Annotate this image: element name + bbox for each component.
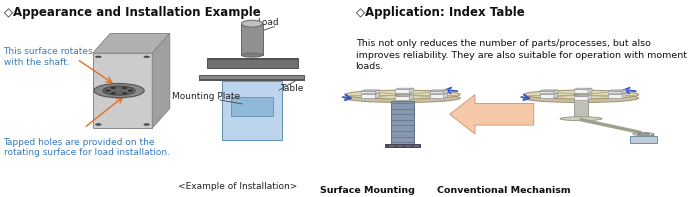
Polygon shape — [574, 88, 592, 89]
Polygon shape — [410, 88, 414, 93]
Bar — [206, 59, 298, 68]
Ellipse shape — [633, 133, 654, 136]
Circle shape — [574, 93, 588, 97]
Polygon shape — [622, 93, 626, 98]
Polygon shape — [153, 33, 169, 128]
Text: Table: Table — [280, 84, 303, 93]
Circle shape — [395, 93, 409, 97]
Bar — [574, 89, 588, 93]
Polygon shape — [554, 93, 558, 98]
Circle shape — [111, 93, 116, 94]
Polygon shape — [395, 95, 414, 96]
Circle shape — [128, 90, 132, 91]
Text: Tapped holes are provided on the
rotating surface for load installation.: Tapped holes are provided on the rotatin… — [4, 138, 169, 157]
Text: Surface Mounting: Surface Mounting — [320, 186, 415, 195]
Circle shape — [122, 93, 127, 94]
Polygon shape — [361, 90, 379, 91]
Circle shape — [95, 56, 101, 58]
Polygon shape — [375, 93, 379, 98]
Bar — [223, 81, 281, 140]
Bar — [385, 144, 420, 147]
Bar — [231, 97, 273, 116]
Text: This surface rotates
with the shaft.: This surface rotates with the shaft. — [4, 47, 93, 67]
Bar — [574, 96, 588, 100]
Polygon shape — [622, 90, 626, 95]
Bar — [430, 91, 444, 95]
Circle shape — [144, 56, 150, 58]
Circle shape — [95, 124, 101, 125]
Ellipse shape — [344, 90, 461, 99]
Polygon shape — [554, 90, 558, 95]
Bar — [241, 24, 262, 55]
Text: ◇Appearance and Installation Example: ◇Appearance and Installation Example — [4, 6, 260, 19]
Bar — [630, 136, 657, 143]
Polygon shape — [540, 93, 558, 94]
Polygon shape — [430, 93, 447, 94]
Polygon shape — [444, 90, 447, 95]
Polygon shape — [540, 90, 558, 91]
Bar — [395, 96, 409, 100]
Bar — [391, 101, 414, 144]
Circle shape — [122, 87, 127, 88]
Polygon shape — [92, 33, 169, 53]
Bar — [92, 53, 152, 128]
Ellipse shape — [524, 94, 638, 102]
Bar — [199, 75, 304, 80]
Ellipse shape — [524, 90, 638, 99]
Ellipse shape — [560, 117, 602, 121]
Polygon shape — [395, 88, 414, 89]
Text: Load: Load — [258, 18, 279, 27]
Ellipse shape — [637, 133, 650, 135]
Polygon shape — [608, 93, 626, 94]
Text: Conventional Mechanism: Conventional Mechanism — [438, 186, 570, 195]
Text: <Example of Installation>: <Example of Installation> — [178, 182, 298, 191]
Ellipse shape — [241, 53, 262, 57]
Text: This not only reduces the number of parts/processes, but also
improves reliabili: This not only reduces the number of part… — [356, 39, 687, 71]
Polygon shape — [588, 88, 592, 93]
Bar — [540, 94, 554, 98]
Circle shape — [103, 86, 135, 95]
Polygon shape — [361, 93, 379, 94]
Bar — [361, 91, 375, 95]
Text: Mounting Plate: Mounting Plate — [172, 92, 239, 101]
Polygon shape — [444, 93, 447, 98]
Bar — [540, 91, 554, 95]
Text: ◇Application: Index Table: ◇Application: Index Table — [356, 6, 524, 19]
Polygon shape — [430, 90, 447, 91]
Bar — [199, 79, 304, 80]
Circle shape — [111, 87, 116, 88]
Polygon shape — [608, 90, 626, 91]
Bar — [608, 94, 622, 98]
Circle shape — [106, 90, 110, 91]
Bar — [395, 89, 409, 93]
Polygon shape — [588, 95, 592, 100]
Circle shape — [94, 84, 144, 98]
Bar — [361, 94, 375, 98]
Bar — [430, 94, 444, 98]
Ellipse shape — [344, 94, 461, 102]
Bar — [206, 58, 298, 59]
Polygon shape — [375, 90, 379, 95]
Ellipse shape — [241, 20, 262, 27]
Polygon shape — [410, 95, 414, 100]
Polygon shape — [449, 95, 533, 134]
Circle shape — [144, 124, 150, 125]
Polygon shape — [574, 95, 592, 96]
Bar — [574, 99, 588, 119]
Bar — [608, 91, 622, 95]
